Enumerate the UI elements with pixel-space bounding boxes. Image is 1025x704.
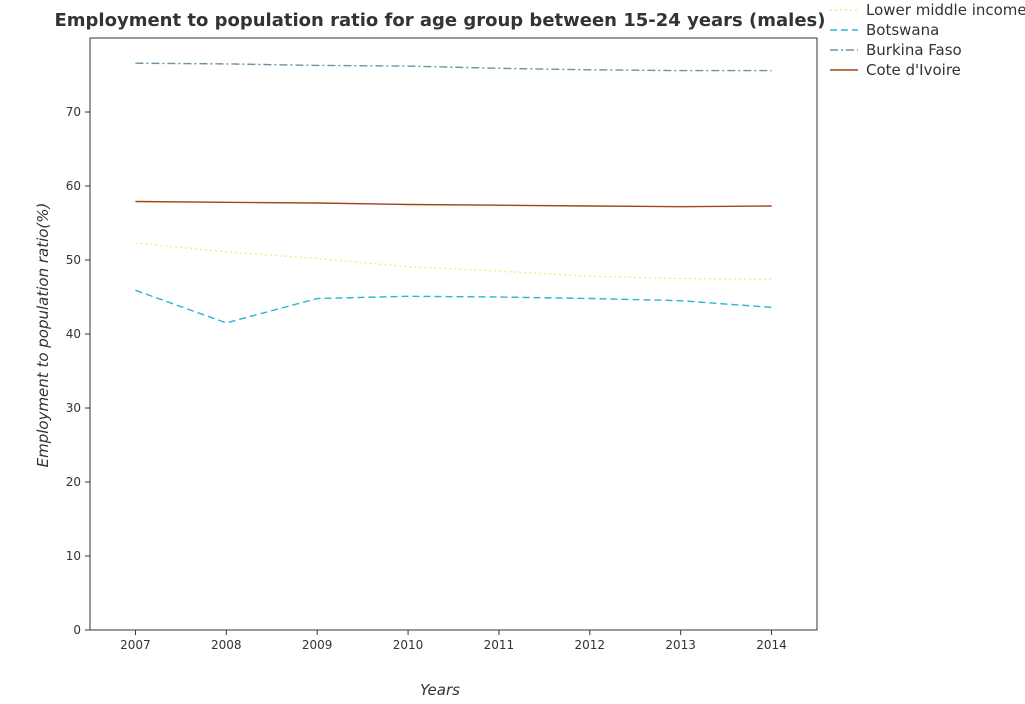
x-tick-label: 2010 — [393, 638, 424, 652]
y-tick-label: 30 — [66, 401, 81, 415]
axes: 0 10 20 30 40 50 60 70 2007 2008 2009 2010 2011 2012 2… — [66, 37, 818, 652]
y-tick-label: 70 — [66, 105, 81, 119]
legend-label-cote-d-ivoire: Cote d'Ivoire — [866, 61, 961, 79]
series-line-burkina-faso — [135, 62, 772, 72]
y-axis-label: Employment to population ratio(%) — [34, 203, 52, 468]
legend-label-lower-middle-income: Lower middle income — [866, 1, 1025, 19]
x-tick-label: 2014 — [756, 638, 787, 652]
x-tick-label: 2007 — [120, 638, 151, 652]
x-tick-label: 2008 — [211, 638, 242, 652]
x-tick-label: 2013 — [665, 638, 696, 652]
y-tick-label: 40 — [66, 327, 81, 341]
series-line-botswana — [135, 289, 772, 324]
legend-label-burkina-faso: Burkina Faso — [866, 41, 962, 59]
x-axis-label: Years — [420, 681, 460, 699]
y-tick-label: 10 — [66, 549, 81, 563]
series-layer — [135, 62, 772, 324]
legend-label-botswana: Botswana — [866, 21, 939, 39]
y-tick-label: 50 — [66, 253, 81, 267]
series-line-cote-d-ivoire — [135, 200, 772, 208]
series-line-lower-middle-income — [135, 242, 772, 280]
plot-frame — [89, 37, 818, 631]
x-tick-label: 2009 — [302, 638, 333, 652]
chart-title: Employment to population ratio for age g… — [54, 10, 825, 31]
x-tick-label: 2011 — [484, 638, 515, 652]
y-tick-label: 60 — [66, 179, 81, 193]
legend: Lower middle income Botswana Burkina Faso C… — [830, 1, 1025, 79]
y-tick-label: 0 — [73, 623, 81, 637]
x-tick-label: 2012 — [575, 638, 606, 652]
y-tick-label: 20 — [66, 475, 81, 489]
